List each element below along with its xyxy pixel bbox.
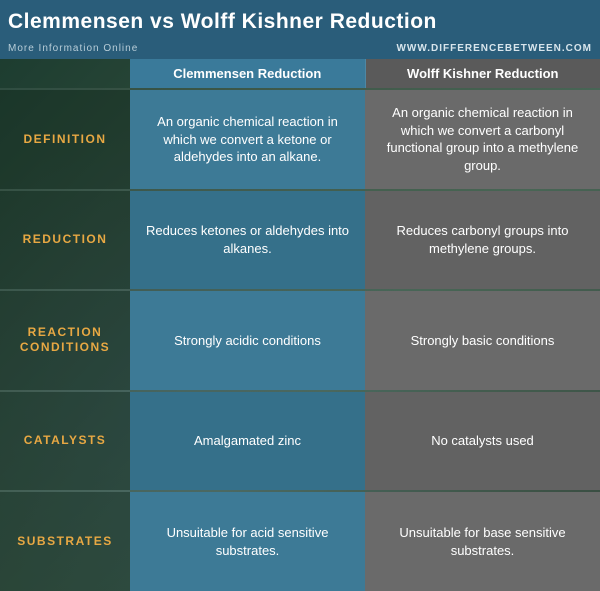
header: Clemmensen vs Wolff Kishner Reduction [0, 0, 600, 40]
row-label: REACTION CONDITIONS [0, 291, 130, 390]
column-header-clemmensen: Clemmensen Reduction [130, 59, 366, 88]
row-label: CATALYSTS [0, 392, 130, 491]
cell-wolff-kishner: Strongly basic conditions [365, 291, 600, 390]
table-row: CATALYSTSAmalgamated zincNo catalysts us… [0, 390, 600, 491]
column-header-wolff-kishner: Wolff Kishner Reduction [366, 59, 600, 88]
cell-wolff-kishner: Unsuitable for base sensitive substrates… [365, 492, 600, 591]
cell-wolff-kishner: No catalysts used [365, 392, 600, 491]
table-row: REDUCTIONReduces ketones or aldehydes in… [0, 189, 600, 290]
cell-clemmensen: Unsuitable for acid sensitive substrates… [130, 492, 365, 591]
cell-clemmensen: An organic chemical reaction in which we… [130, 90, 365, 189]
cell-clemmensen: Reduces ketones or aldehydes into alkane… [130, 191, 365, 290]
cell-wolff-kishner: Reduces carbonyl groups into methylene g… [365, 191, 600, 290]
source-url: WWW.DIFFERENCEBETWEEN.COM [396, 43, 592, 54]
cell-wolff-kishner: An organic chemical reaction in which we… [365, 90, 600, 189]
comparison-rows: DEFINITIONAn organic chemical reaction i… [0, 88, 600, 591]
column-headers: Clemmensen Reduction Wolff Kishner Reduc… [0, 59, 600, 88]
table-row: SUBSTRATESUnsuitable for acid sensitive … [0, 490, 600, 591]
row-label: SUBSTRATES [0, 492, 130, 591]
page-title: Clemmensen vs Wolff Kishner Reduction [8, 10, 592, 34]
row-label: DEFINITION [0, 90, 130, 189]
table-row: REACTION CONDITIONSStrongly acidic condi… [0, 289, 600, 390]
table-row: DEFINITIONAn organic chemical reaction i… [0, 88, 600, 189]
subheader: More Information Online WWW.DIFFERENCEBE… [0, 40, 600, 59]
cell-clemmensen: Amalgamated zinc [130, 392, 365, 491]
more-info-label: More Information Online [8, 43, 138, 54]
cell-clemmensen: Strongly acidic conditions [130, 291, 365, 390]
row-label: REDUCTION [0, 191, 130, 290]
